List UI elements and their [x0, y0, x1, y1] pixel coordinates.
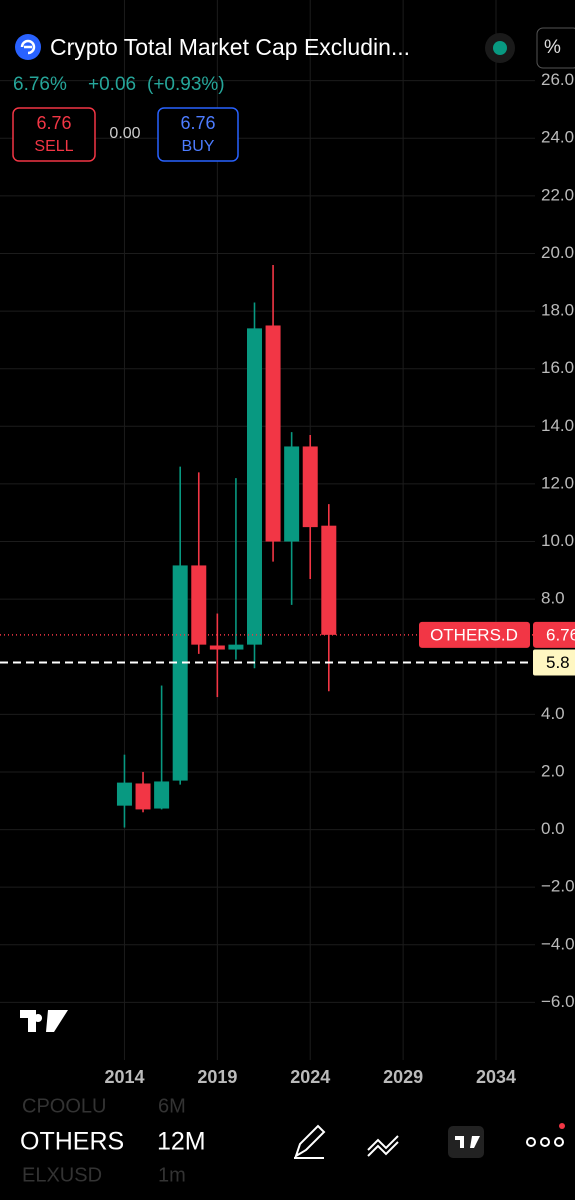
more-dot[interactable]	[540, 1137, 550, 1147]
buy-button[interactable]	[157, 107, 239, 162]
y-tick-label: 12.0	[541, 473, 574, 492]
buy-price[interactable]: 6.76	[180, 113, 215, 133]
tv-glyph	[455, 1136, 480, 1148]
bottom-bar: CPOOLU 6M OTHERS 12M ELXUSD 1m	[0, 1092, 575, 1200]
line-tag: 5.8	[546, 653, 570, 672]
candle-body	[154, 781, 170, 809]
candle-body	[284, 446, 300, 542]
x-tick-label: 2014	[104, 1067, 144, 1087]
tv-logo	[20, 1010, 68, 1032]
price-tag-bg	[533, 621, 575, 648]
change: +0.06	[88, 74, 136, 95]
percent-button[interactable]: %	[544, 37, 561, 58]
candle-body	[321, 525, 337, 635]
sell-button[interactable]	[12, 107, 96, 162]
candle-body	[135, 783, 151, 810]
y-tick-label: 4.0	[541, 704, 565, 723]
title[interactable]: Crypto Total Market Cap Excludin...	[50, 34, 410, 60]
y-tick-label: 18.0	[541, 301, 574, 320]
candle-body	[246, 328, 262, 645]
y-tick-label: −6.0	[541, 992, 575, 1011]
y-tick-label: 2.0	[541, 761, 565, 780]
next-symbol: ELXUSD	[22, 1164, 102, 1186]
y-tick-label: 26.0	[541, 70, 574, 89]
candle-body	[191, 565, 207, 645]
y-tick-label: 8.0	[541, 589, 565, 608]
sell-label[interactable]: SELL	[34, 138, 73, 155]
prev-interval: 6M	[158, 1095, 186, 1117]
y-tick-label: 22.0	[541, 185, 574, 204]
candle-body	[116, 782, 132, 806]
logo	[20, 1010, 68, 1032]
market-status[interactable]	[493, 41, 507, 55]
y-tick-label: 14.0	[541, 416, 574, 435]
candle-body	[172, 565, 188, 781]
plot	[0, 265, 539, 828]
spread: 0.00	[109, 125, 140, 142]
y-tick-label: −2.0	[541, 877, 575, 896]
symbol-tag: OTHERS.D	[430, 625, 518, 644]
candle-body	[228, 644, 244, 650]
line-tag-bg	[533, 649, 575, 676]
icon-glyph	[20, 39, 36, 55]
price: 6.76%	[13, 74, 67, 95]
more-dot[interactable]	[526, 1137, 536, 1147]
price-tag: 6.76	[546, 625, 575, 644]
prev-symbol: CPOOLU	[22, 1095, 106, 1117]
symbol-tag-bg	[419, 621, 530, 648]
x-tick-label: 2024	[290, 1067, 330, 1087]
next-interval: 1m	[158, 1164, 186, 1186]
candle-body	[302, 446, 318, 528]
y-tick-label: 10.0	[541, 531, 574, 550]
buy-label[interactable]: BUY	[182, 138, 215, 155]
grid	[0, 0, 535, 1060]
y-tick-label: 0.0	[541, 819, 565, 838]
interval[interactable]: 12M	[157, 1128, 206, 1156]
y-tick-label: 16.0	[541, 358, 574, 377]
symbol[interactable]: OTHERS	[20, 1128, 124, 1156]
header: Crypto Total Market Cap Excludin... % 6.…	[12, 27, 575, 162]
axis: 26.0 24.0 22.0 20.0 18.0 16.0 14.0 12.0 10.0 8.0 4…	[104, 70, 575, 1087]
x-tick-label: 2034	[476, 1067, 516, 1087]
more-dot[interactable]	[554, 1137, 564, 1147]
sell-price[interactable]: 6.76	[36, 113, 71, 133]
percent-button-box[interactable]	[536, 27, 575, 69]
y-tick-label: 20.0	[541, 243, 574, 262]
candle-body	[209, 645, 225, 650]
y-tick-label: −4.0	[541, 934, 575, 953]
y-tick-label: 24.0	[541, 128, 574, 147]
candle-body	[265, 325, 281, 542]
x-tick-label: 2019	[197, 1067, 237, 1087]
indicators-icon[interactable]	[367, 1135, 399, 1157]
draw-icon[interactable]	[294, 1124, 326, 1159]
notify-dot	[559, 1123, 565, 1129]
tv-button[interactable]	[448, 1126, 484, 1158]
change-pct: (+0.93%)	[147, 74, 225, 95]
x-tick-label: 2029	[383, 1067, 423, 1087]
